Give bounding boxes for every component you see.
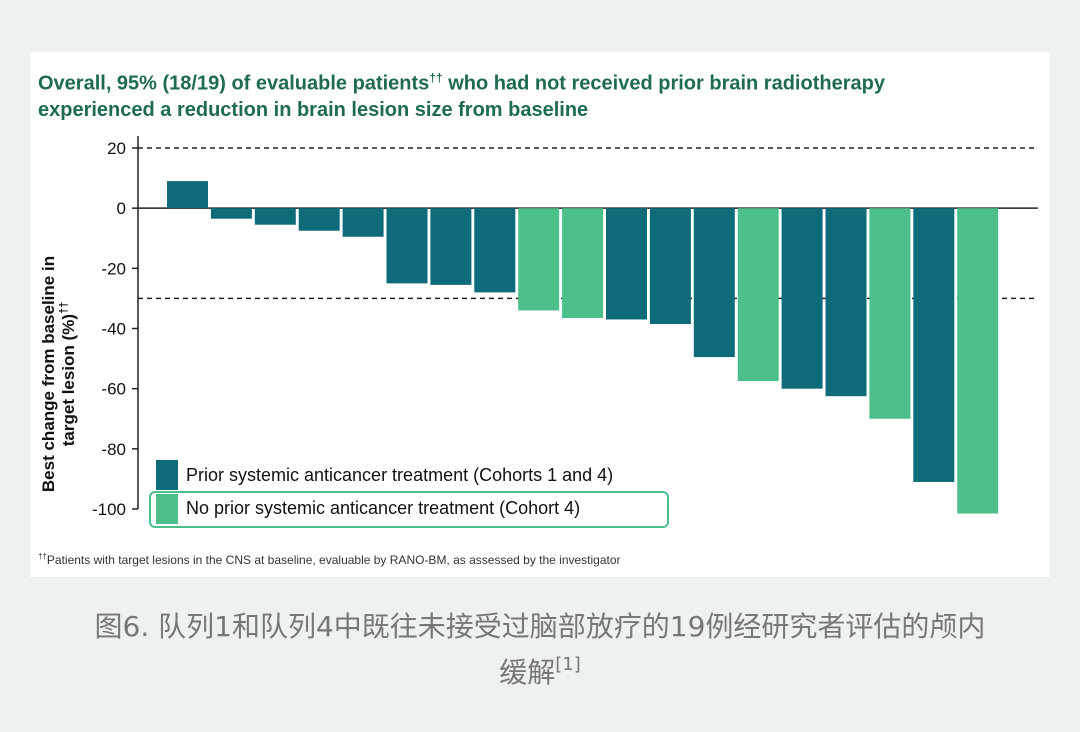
bar-10 bbox=[562, 208, 604, 318]
bar-3 bbox=[254, 208, 296, 225]
bar-11 bbox=[606, 208, 647, 320]
bar-chart: 20 0 -20 -40 -60 -80 -100 Best change from bas… bbox=[39, 136, 1038, 528]
bar-6 bbox=[386, 208, 428, 284]
bar-4 bbox=[298, 208, 340, 231]
bar-2 bbox=[210, 208, 252, 219]
caption-reference: [1] bbox=[555, 654, 581, 675]
bar-18 bbox=[913, 208, 955, 482]
bar-19 bbox=[957, 208, 999, 514]
legend-label-prior: Prior systemic anticancer treatment (Coh… bbox=[186, 465, 613, 485]
bar-12 bbox=[649, 208, 691, 324]
bar-16 bbox=[825, 208, 867, 397]
bar-14 bbox=[737, 208, 779, 382]
bar-17 bbox=[869, 208, 911, 419]
y-tick-label: -60 bbox=[101, 380, 126, 399]
chart-card: Overall, 95% (18/19) of evaluable patien… bbox=[30, 52, 1050, 577]
legend-swatch-no-prior bbox=[156, 494, 178, 524]
chart-title: Overall, 95% (18/19) of evaluable patien… bbox=[38, 65, 1038, 123]
y-axis-title-line2: target lesion (%)†† bbox=[58, 302, 78, 447]
y-tick-label: -40 bbox=[101, 320, 126, 339]
y-ticks: 20 0 -20 -40 -60 -80 -100 bbox=[92, 139, 138, 519]
bar-7 bbox=[430, 208, 472, 285]
legend-frame bbox=[149, 491, 669, 528]
figure-caption: 图6. 队列1和队列4中既往未接受过脑部放疗的19例经研究者评估的颅内 缓解[1… bbox=[0, 604, 1080, 696]
bar-1 bbox=[167, 181, 208, 209]
y-tick-label: 20 bbox=[107, 139, 126, 158]
bar-8 bbox=[474, 208, 516, 293]
caption-line2: 缓解[1] bbox=[499, 654, 581, 690]
bar-15 bbox=[781, 208, 823, 389]
y-tick-label: -100 bbox=[92, 500, 126, 519]
legend-swatch-prior bbox=[156, 460, 178, 490]
bar-5 bbox=[342, 208, 384, 237]
bar-13 bbox=[693, 208, 735, 358]
y-tick-label: -80 bbox=[101, 440, 126, 459]
bar-9 bbox=[518, 208, 560, 311]
legend-label-no-prior: No prior systemic anticancer treatment (… bbox=[186, 498, 580, 518]
chart-title-line2: experienced a reduction in brain lesion … bbox=[38, 98, 589, 121]
y-tick-label: 0 bbox=[117, 199, 126, 218]
y-tick-label: -20 bbox=[101, 259, 126, 278]
bars bbox=[167, 181, 999, 514]
legend: Prior systemic anticancer treatment (Coh… bbox=[149, 460, 669, 528]
caption-line1: 图6. 队列1和队列4中既往未接受过脑部放疗的19例经研究者评估的颅内 bbox=[94, 610, 986, 643]
footnote: ††Patients with target lesions in the CN… bbox=[38, 552, 621, 567]
y-axis-title: Best change from baseline in bbox=[39, 256, 58, 492]
